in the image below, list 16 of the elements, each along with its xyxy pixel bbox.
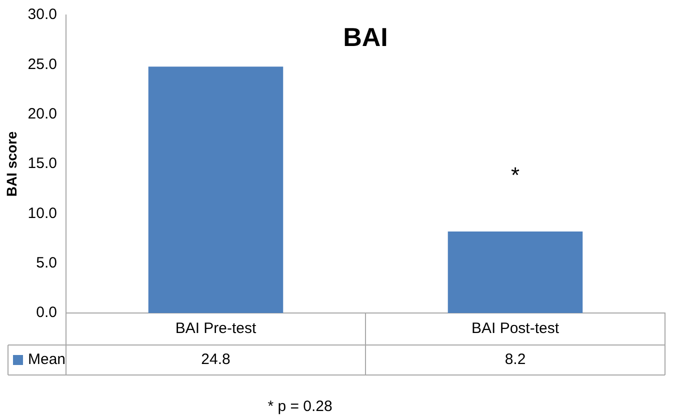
y-axis-title: BAI score — [3, 131, 20, 197]
data-label: 8.2 — [504, 351, 526, 368]
y-tick-label: 30.0 — [28, 6, 57, 24]
legend-label: Mean — [28, 351, 66, 368]
x-tick-label: BAI Pre-test — [175, 320, 258, 338]
x-tick-label: BAI Post-test — [471, 320, 560, 338]
y-tick-label: 25.0 — [28, 56, 57, 73]
chart-title: BAI — [343, 22, 388, 52]
y-tick-label: 15.0 — [28, 155, 57, 172]
y-tick-label: 20.0 — [28, 105, 57, 122]
annotation: * — [510, 162, 520, 188]
y-tick-label: 10.0 — [28, 204, 57, 222]
text: * p = 0.28 — [268, 398, 332, 416]
y-tick-label: 0.0 — [36, 304, 57, 322]
y-tick-label: 5.0 — [36, 254, 57, 272]
data-label: 24.8 — [201, 351, 230, 368]
